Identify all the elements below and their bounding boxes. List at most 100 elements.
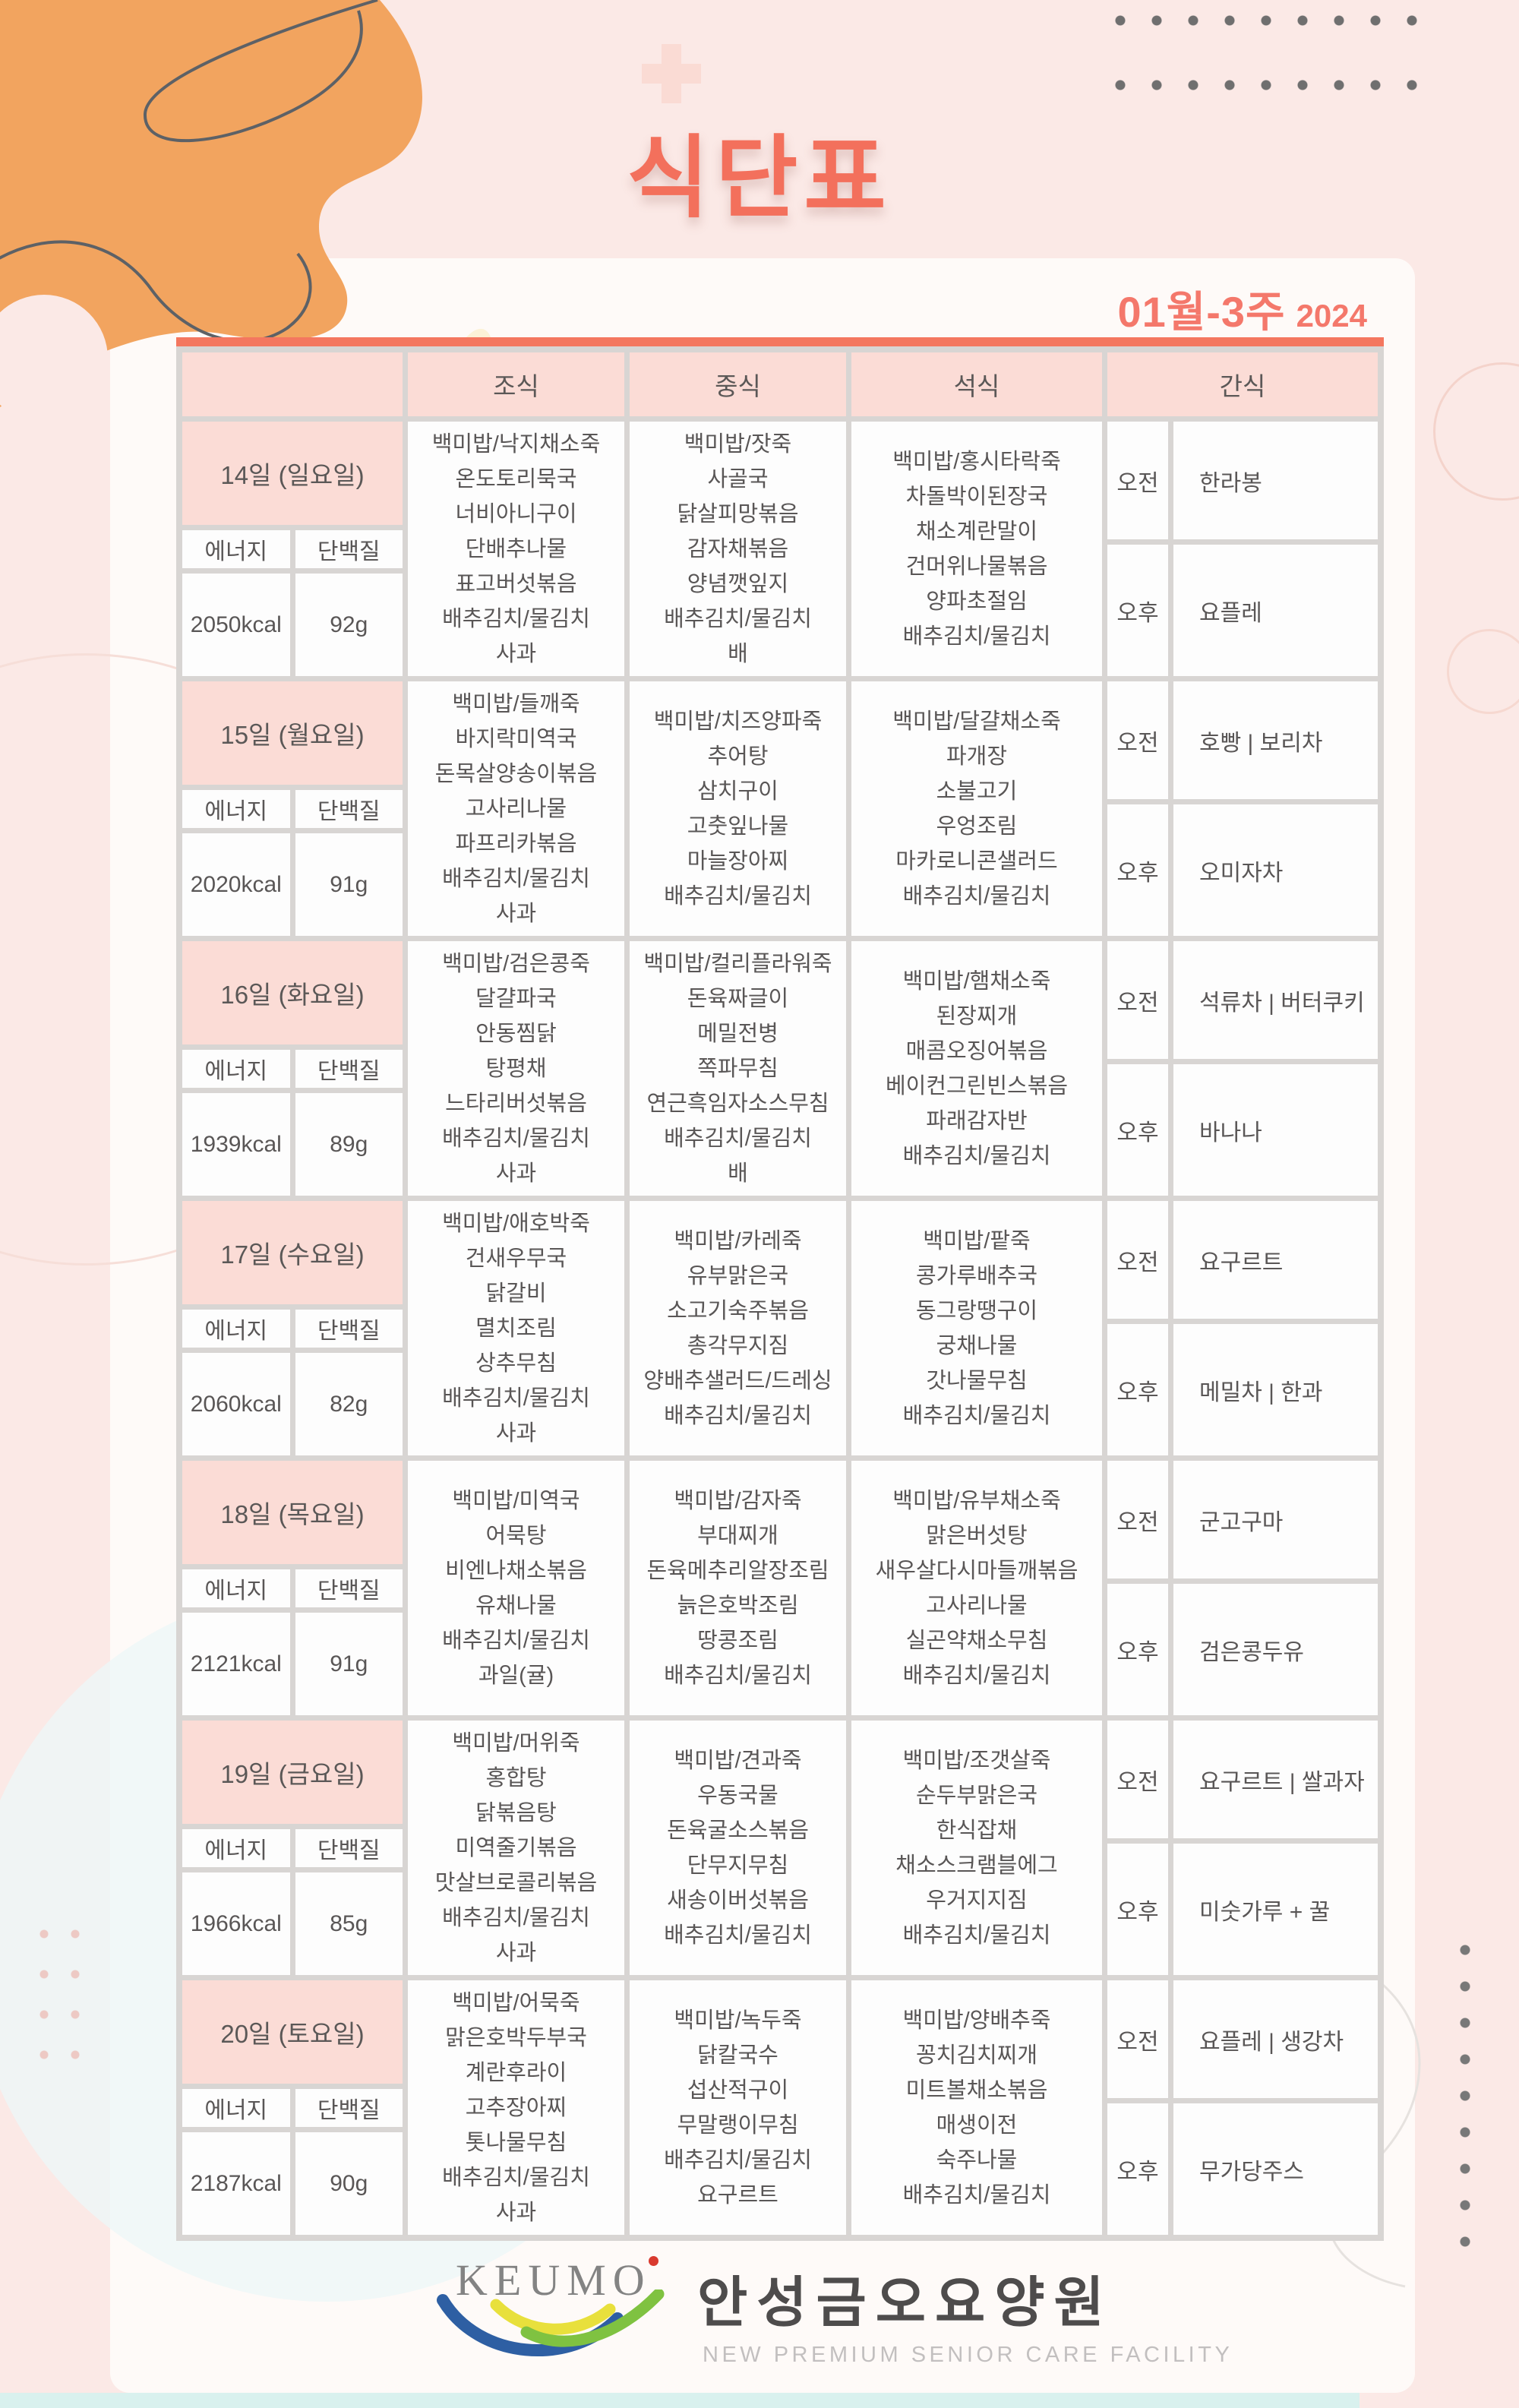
menu-item: 배	[728, 641, 748, 666]
menu-item: 파프리카볶음	[455, 831, 577, 856]
day-date: 18일 (목요일)	[182, 1461, 403, 1564]
snack-afternoon-label: 오후	[1107, 1064, 1168, 1196]
snack-morning-label: 오전	[1107, 1721, 1168, 1838]
dinner-menu-cell: 백미밥/유부채소죽 맑은버섯탕 새우살다시마들깨볶음 고사리나물 실곤약채소무침 배추김치…	[851, 1461, 1102, 1715]
menu-item: 실곤약채소무침	[905, 1628, 1048, 1653]
menu-item: 요구르트	[697, 2182, 778, 2207]
menu-item: 베이컨그린빈스볶음	[885, 1073, 1069, 1098]
dot-column-decoration	[1460, 1945, 1470, 2267]
snack-morning-label: 오전	[1107, 1461, 1168, 1578]
ring-circle-decoration	[1447, 629, 1519, 714]
menu-item: 백미밥/햄채소죽	[902, 969, 1051, 994]
menu-item: 매생이전	[936, 2113, 1018, 2138]
day-date: 16일 (화요일)	[182, 941, 403, 1044]
nutrition-value-row: 1939kcal 89g	[182, 1093, 403, 1196]
menu-item: 배추김치/물김치	[664, 2147, 812, 2173]
menu-item: 닭칼국수	[697, 2043, 778, 2068]
menu-item: 홍합탕	[485, 1765, 547, 1790]
snack-item-column: 한라봉 요플레	[1173, 422, 1378, 676]
menu-item: 새우살다시마들깨볶음	[875, 1558, 1078, 1583]
lunch-menu-cell: 백미밥/견과죽 우동국물 돈육굴소스볶음 단무지무침 새송이버섯볶음 배추김치/물김치	[630, 1721, 846, 1975]
energy-label: 에너지	[182, 1050, 290, 1088]
table-row: 18일 (목요일) 에너지 단백질 2121kcal 91g 백미밥/미역국 어묵…	[182, 1461, 1378, 1715]
nutrition-header-row: 에너지 단백질	[182, 1310, 403, 1348]
snack-morning-item: 요구르트 | 쌀과자	[1173, 1721, 1378, 1838]
snack-morning-item: 요구르트	[1173, 1201, 1378, 1319]
plus-icon	[642, 44, 701, 103]
protein-label: 단백질	[295, 1829, 403, 1867]
day-date: 20일 (토요일)	[182, 1980, 403, 2084]
menu-item: 고추장아찌	[465, 2095, 567, 2120]
snack-afternoon-label: 오후	[1107, 1584, 1168, 1715]
menu-item: 고사리나물	[465, 796, 567, 821]
week-month-label: 01월-3주	[1117, 288, 1286, 336]
snack-afternoon-item: 메밀차 | 한과	[1173, 1324, 1378, 1455]
snack-item-column: 요구르트 | 쌀과자 미숫가루 + 꿀	[1173, 1721, 1378, 1975]
energy-label: 에너지	[182, 1829, 290, 1867]
snack-afternoon-item: 무가당주스	[1173, 2103, 1378, 2235]
menu-item: 된장찌개	[936, 1003, 1018, 1029]
menu-item: 배추김치/물김치	[442, 1628, 590, 1653]
menu-item: 백미밥/홍시타락죽	[892, 449, 1061, 474]
snack-time-column: 오전 오후	[1107, 1721, 1168, 1975]
breakfast-menu-cell: 백미밥/어묵죽 맑은호박두부국 계란후라이 고추장아찌 톳나물무침 배추김치/물김치 사과	[408, 1980, 624, 2235]
menu-item: 숙주나물	[936, 2147, 1018, 2173]
menu-item: 백미밥/검은콩죽	[442, 951, 590, 976]
snack-item-column: 석류차 | 버터쿠키 바나나	[1173, 941, 1378, 1196]
breakfast-menu-cell: 백미밥/머위죽 홍합탕 닭볶음탕 미역줄기볶음 맛살브로콜리볶음 배추김치/물김치 사과	[408, 1721, 624, 1975]
menu-item: 맑은호박두부국	[445, 2025, 587, 2050]
snack-time-column: 오전 오후	[1107, 941, 1168, 1196]
menu-item: 고춧잎나물	[687, 814, 789, 839]
breakfast-menu-cell: 백미밥/미역국 어묵탕 비엔나채소볶음 유채나물 배추김치/물김치 과일(귤)	[408, 1461, 624, 1715]
menu-item: 차돌박이된장국	[905, 484, 1048, 509]
menu-item: 쪽파무침	[697, 1056, 778, 1081]
header-lunch: 중식	[630, 352, 846, 416]
header-dinner: 석식	[851, 352, 1102, 416]
menu-item: 마카로니콘샐러드	[895, 848, 1058, 874]
logo-swoosh-icon	[437, 2289, 665, 2357]
menu-item: 양배추샐러드/드레싱	[643, 1368, 832, 1393]
menu-item: 느타리버섯볶음	[445, 1091, 587, 1116]
page-title: 식단표	[627, 128, 892, 229]
menu-item: 땅콩조림	[697, 1628, 778, 1653]
menu-item: 배추김치/물김치	[902, 883, 1051, 909]
menu-item: 고사리나물	[926, 1593, 1028, 1618]
snack-item-column: 군고구마 검은콩두유	[1173, 1461, 1378, 1715]
header-snack: 간식	[1107, 352, 1378, 416]
protein-label: 단백질	[295, 1050, 403, 1088]
dinner-menu-cell: 백미밥/홍시타락죽 차돌박이된장국 채소계란말이 건머위나물볶음 양파초절임 배추김치/물…	[851, 422, 1102, 676]
menu-table: 조식 중식 석식 간식 14일 (일요일) 에너지 단백질 2050kcal 9…	[176, 346, 1384, 2241]
day-date: 15일 (월요일)	[182, 681, 403, 785]
day-info-column: 15일 (월요일) 에너지 단백질 2020kcal 91g	[182, 681, 403, 936]
menu-item: 안동찜닭	[475, 1021, 557, 1046]
menu-item: 배추김치/물김치	[664, 883, 812, 909]
protein-value: 91g	[295, 833, 403, 936]
snack-morning-item: 군고구마	[1173, 1461, 1378, 1578]
snack-item-column: 요플레 | 생강차 무가당주스	[1173, 1980, 1378, 2235]
menu-item: 백미밥/머위죽	[452, 1730, 580, 1755]
menu-item: 백미밥/카레죽	[674, 1228, 802, 1253]
nutrition-header-row: 에너지 단백질	[182, 1569, 403, 1607]
snack-afternoon-item: 바나나	[1173, 1064, 1378, 1196]
facility-subtitle: NEW PREMIUM SENIOR CARE FACILITY	[703, 2343, 1233, 2367]
menu-item: 우동국물	[697, 1783, 778, 1808]
day-date: 14일 (일요일)	[182, 422, 403, 525]
menu-item: 사과	[495, 2200, 537, 2225]
menu-item: 사골국	[707, 466, 769, 491]
snack-morning-label: 오전	[1107, 1980, 1168, 2098]
menu-item: 백미밥/미역국	[452, 1488, 580, 1513]
dot-grid-decoration	[1115, 15, 1438, 91]
menu-item: 양파초절임	[926, 589, 1028, 614]
lunch-menu-cell: 백미밥/녹두죽 닭칼국수 섭산적구이 무말랭이무침 배추김치/물김치 요구르트	[630, 1980, 846, 2235]
menu-item: 맛살브로콜리볶음	[434, 1870, 598, 1895]
protein-value: 85g	[295, 1872, 403, 1975]
menu-item: 백미밥/어묵죽	[452, 1990, 580, 2015]
keumo-logo-text: KEUMO	[456, 2255, 658, 2305]
menu-item: 미트볼채소볶음	[905, 2078, 1048, 2103]
menu-item: 백미밥/감자죽	[674, 1488, 802, 1513]
snack-afternoon-item: 오미자차	[1173, 804, 1378, 936]
menu-item: 달걀파국	[475, 986, 557, 1011]
nutrition-header-row: 에너지 단백질	[182, 530, 403, 568]
menu-item: 유부맑은국	[687, 1263, 789, 1288]
menu-item: 돈목살양송이볶음	[434, 761, 598, 786]
